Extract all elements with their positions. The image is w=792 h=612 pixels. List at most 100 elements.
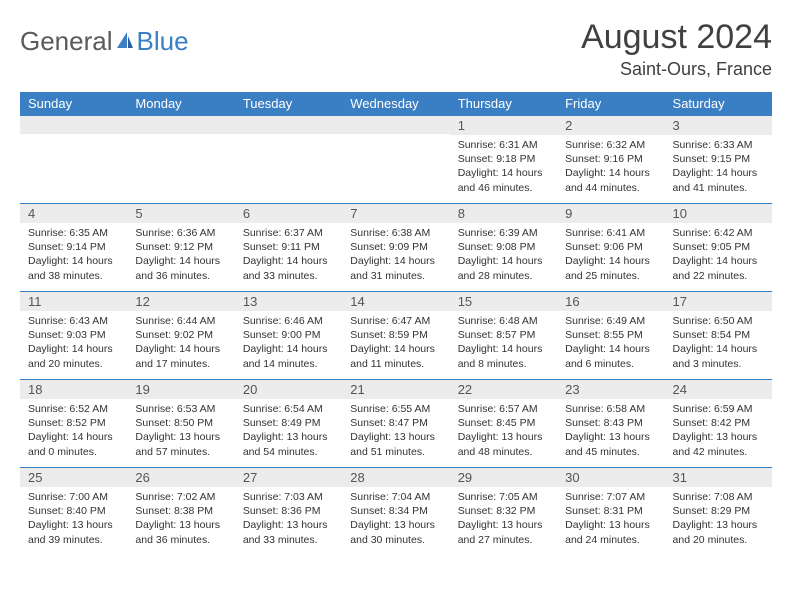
sunrise-line: Sunrise: 6:42 AM: [673, 226, 764, 240]
calendar-day-cell: 25Sunrise: 7:00 AMSunset: 8:40 PMDayligh…: [20, 468, 127, 556]
daylight-line-1: Daylight: 13 hours: [565, 430, 656, 444]
logo: General Blue: [20, 18, 189, 57]
daylight-line-1: Daylight: 14 hours: [565, 254, 656, 268]
day-header-row: SundayMondayTuesdayWednesdayThursdayFrid…: [20, 92, 772, 116]
sunrise-line: Sunrise: 6:35 AM: [28, 226, 119, 240]
daylight-line-2: and 8 minutes.: [458, 357, 549, 371]
day-body: Sunrise: 6:33 AMSunset: 9:15 PMDaylight:…: [665, 135, 772, 199]
sunrise-line: Sunrise: 7:04 AM: [350, 490, 441, 504]
daylight-line-1: Daylight: 13 hours: [28, 518, 119, 532]
daylight-line-2: and 6 minutes.: [565, 357, 656, 371]
daylight-line-1: Daylight: 14 hours: [135, 342, 226, 356]
sunrise-line: Sunrise: 6:41 AM: [565, 226, 656, 240]
day-body: Sunrise: 6:49 AMSunset: 8:55 PMDaylight:…: [557, 311, 664, 375]
sunrise-line: Sunrise: 6:49 AM: [565, 314, 656, 328]
day-body: Sunrise: 6:36 AMSunset: 9:12 PMDaylight:…: [127, 223, 234, 287]
day-number: 15: [450, 292, 557, 311]
sunrise-line: Sunrise: 6:37 AM: [243, 226, 334, 240]
calendar-week-row: 1Sunrise: 6:31 AMSunset: 9:18 PMDaylight…: [20, 116, 772, 204]
sunrise-line: Sunrise: 6:59 AM: [673, 402, 764, 416]
day-header: Tuesday: [235, 92, 342, 116]
day-number: 19: [127, 380, 234, 399]
day-header: Friday: [557, 92, 664, 116]
daylight-line-2: and 54 minutes.: [243, 445, 334, 459]
day-body: Sunrise: 7:08 AMSunset: 8:29 PMDaylight:…: [665, 487, 772, 551]
day-number: 30: [557, 468, 664, 487]
sunset-line: Sunset: 9:09 PM: [350, 240, 441, 254]
sunrise-line: Sunrise: 6:33 AM: [673, 138, 764, 152]
day-body: Sunrise: 6:32 AMSunset: 9:16 PMDaylight:…: [557, 135, 664, 199]
day-number: 31: [665, 468, 772, 487]
daylight-line-1: Daylight: 14 hours: [350, 254, 441, 268]
sunrise-line: Sunrise: 6:58 AM: [565, 402, 656, 416]
day-body: Sunrise: 6:48 AMSunset: 8:57 PMDaylight:…: [450, 311, 557, 375]
calendar-empty-cell: [235, 116, 342, 204]
sunrise-line: Sunrise: 6:38 AM: [350, 226, 441, 240]
day-number-empty: [342, 116, 449, 134]
day-body: Sunrise: 6:39 AMSunset: 9:08 PMDaylight:…: [450, 223, 557, 287]
sunset-line: Sunset: 9:03 PM: [28, 328, 119, 342]
day-body: Sunrise: 6:54 AMSunset: 8:49 PMDaylight:…: [235, 399, 342, 463]
daylight-line-1: Daylight: 14 hours: [565, 166, 656, 180]
calendar-day-cell: 30Sunrise: 7:07 AMSunset: 8:31 PMDayligh…: [557, 468, 664, 556]
sunrise-line: Sunrise: 6:55 AM: [350, 402, 441, 416]
sunset-line: Sunset: 8:31 PM: [565, 504, 656, 518]
sunset-line: Sunset: 8:45 PM: [458, 416, 549, 430]
sunset-line: Sunset: 8:49 PM: [243, 416, 334, 430]
sunset-line: Sunset: 8:50 PM: [135, 416, 226, 430]
calendar-day-cell: 18Sunrise: 6:52 AMSunset: 8:52 PMDayligh…: [20, 380, 127, 468]
sunset-line: Sunset: 8:43 PM: [565, 416, 656, 430]
day-body: Sunrise: 6:47 AMSunset: 8:59 PMDaylight:…: [342, 311, 449, 375]
sunrise-line: Sunrise: 7:03 AM: [243, 490, 334, 504]
daylight-line-2: and 14 minutes.: [243, 357, 334, 371]
daylight-line-1: Daylight: 13 hours: [243, 518, 334, 532]
day-number: 5: [127, 204, 234, 223]
day-body: Sunrise: 7:05 AMSunset: 8:32 PMDaylight:…: [450, 487, 557, 551]
calendar-day-cell: 12Sunrise: 6:44 AMSunset: 9:02 PMDayligh…: [127, 292, 234, 380]
sunrise-line: Sunrise: 6:31 AM: [458, 138, 549, 152]
day-body: Sunrise: 6:42 AMSunset: 9:05 PMDaylight:…: [665, 223, 772, 287]
daylight-line-2: and 22 minutes.: [673, 269, 764, 283]
sunset-line: Sunset: 9:12 PM: [135, 240, 226, 254]
day-body: Sunrise: 6:58 AMSunset: 8:43 PMDaylight:…: [557, 399, 664, 463]
day-number: 27: [235, 468, 342, 487]
day-body: Sunrise: 6:31 AMSunset: 9:18 PMDaylight:…: [450, 135, 557, 199]
calendar-day-cell: 2Sunrise: 6:32 AMSunset: 9:16 PMDaylight…: [557, 116, 664, 204]
day-number: 28: [342, 468, 449, 487]
calendar-day-cell: 8Sunrise: 6:39 AMSunset: 9:08 PMDaylight…: [450, 204, 557, 292]
daylight-line-2: and 30 minutes.: [350, 533, 441, 547]
daylight-line-1: Daylight: 14 hours: [243, 254, 334, 268]
daylight-line-2: and 48 minutes.: [458, 445, 549, 459]
day-number: 21: [342, 380, 449, 399]
sunrise-line: Sunrise: 6:46 AM: [243, 314, 334, 328]
day-number: 25: [20, 468, 127, 487]
calendar-day-cell: 1Sunrise: 6:31 AMSunset: 9:18 PMDaylight…: [450, 116, 557, 204]
sunset-line: Sunset: 9:18 PM: [458, 152, 549, 166]
sunrise-line: Sunrise: 6:54 AM: [243, 402, 334, 416]
day-number: 4: [20, 204, 127, 223]
daylight-line-2: and 44 minutes.: [565, 181, 656, 195]
sunrise-line: Sunrise: 6:32 AM: [565, 138, 656, 152]
daylight-line-2: and 36 minutes.: [135, 269, 226, 283]
daylight-line-1: Daylight: 14 hours: [350, 342, 441, 356]
sunset-line: Sunset: 8:40 PM: [28, 504, 119, 518]
daylight-line-2: and 25 minutes.: [565, 269, 656, 283]
sunset-line: Sunset: 8:29 PM: [673, 504, 764, 518]
daylight-line-1: Daylight: 14 hours: [673, 166, 764, 180]
day-number: 20: [235, 380, 342, 399]
daylight-line-2: and 24 minutes.: [565, 533, 656, 547]
daylight-line-2: and 39 minutes.: [28, 533, 119, 547]
day-number: 18: [20, 380, 127, 399]
daylight-line-1: Daylight: 13 hours: [673, 430, 764, 444]
logo-sail-icon: [115, 26, 135, 57]
calendar-day-cell: 19Sunrise: 6:53 AMSunset: 8:50 PMDayligh…: [127, 380, 234, 468]
sunset-line: Sunset: 9:06 PM: [565, 240, 656, 254]
day-body: Sunrise: 7:02 AMSunset: 8:38 PMDaylight:…: [127, 487, 234, 551]
daylight-line-1: Daylight: 13 hours: [565, 518, 656, 532]
daylight-line-2: and 33 minutes.: [243, 533, 334, 547]
sunrise-line: Sunrise: 6:39 AM: [458, 226, 549, 240]
day-number: 6: [235, 204, 342, 223]
day-number: 2: [557, 116, 664, 135]
calendar-week-row: 25Sunrise: 7:00 AMSunset: 8:40 PMDayligh…: [20, 468, 772, 556]
day-body: Sunrise: 7:03 AMSunset: 8:36 PMDaylight:…: [235, 487, 342, 551]
